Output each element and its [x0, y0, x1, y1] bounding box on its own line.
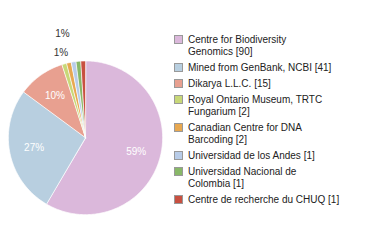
html-text:Royal Ontario Museum, TRTC Fun: Royal Ontario Museum, TRTC Fungarium [2] [188, 94, 323, 117]
html-text:Mined from GenBank, NCBI [41]: Mined from GenBank, NCBI [41] [188, 62, 332, 73]
html-text:Canadian Centre for DNA Barcod: Canadian Centre for DNA Barcoding [2] [188, 122, 302, 145]
html-text:Universidad de los Andes [1]: Universidad de los Andes [1] [188, 150, 315, 161]
html-text:Universidad Nacional de Colomb: Universidad Nacional de Colombia [1] [188, 166, 297, 189]
html-text:Centre de recherche du CHUQ [1: Centre de recherche du CHUQ [1] [188, 194, 340, 205]
svg-text:10%: 10% [45, 90, 65, 101]
html-text:Dikarya L.L.C. [15]: Dikarya L.L.C. [15] [188, 78, 271, 89]
svg-text:27%: 27% [24, 142, 44, 153]
svg-text:1%: 1% [54, 47, 69, 58]
html-text:Centre for Biodiversity Genomi: Centre for Biodiversity Genomics [90] [188, 34, 287, 57]
svg-text:1%: 1% [55, 28, 70, 39]
svg-text:59%: 59% [126, 146, 146, 157]
